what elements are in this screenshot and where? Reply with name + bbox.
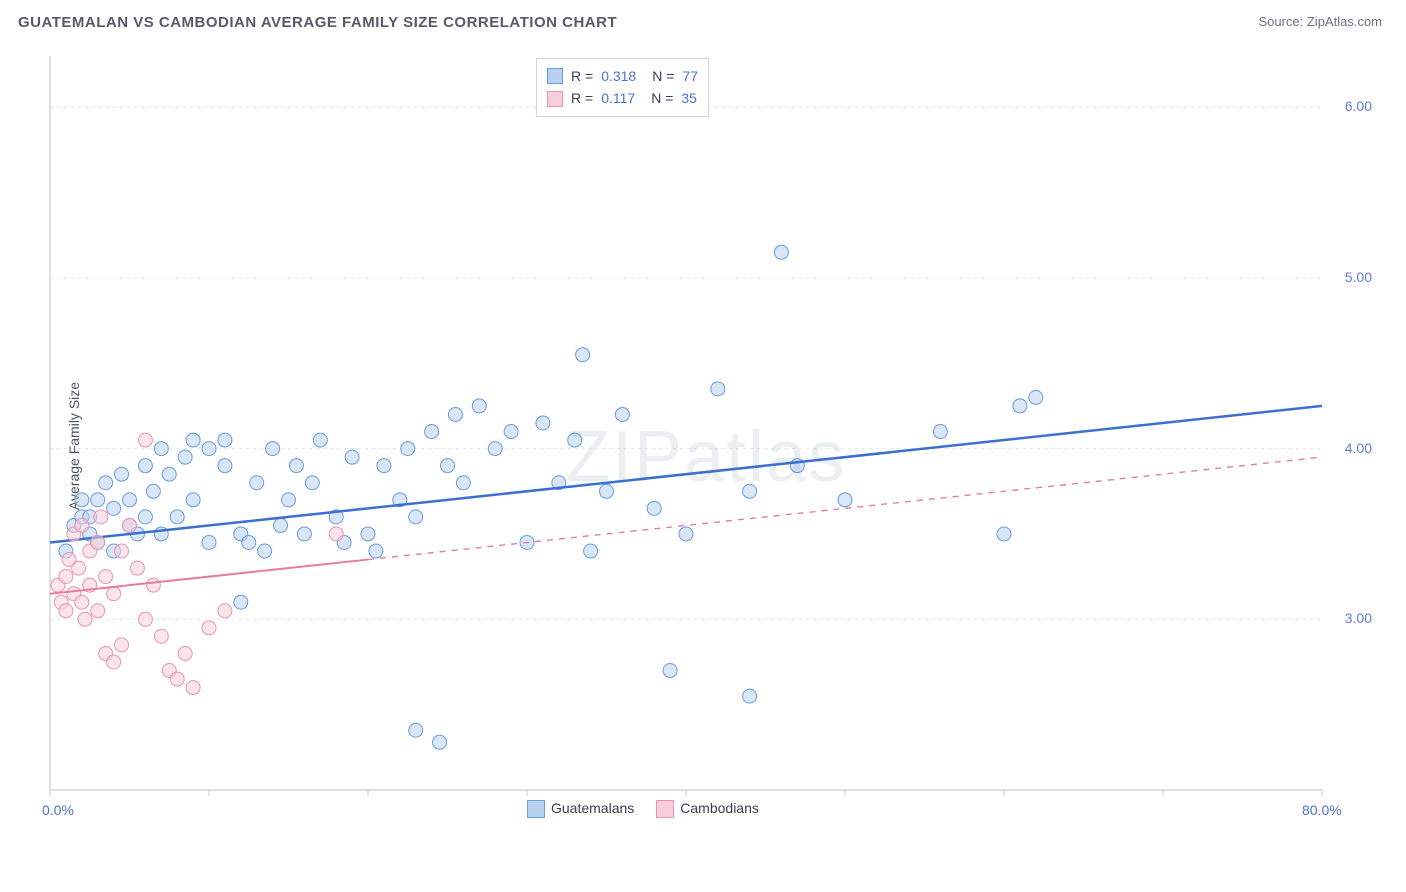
source-label: Source: ZipAtlas.com xyxy=(1258,14,1382,29)
legend-item: Cambodians xyxy=(656,800,759,818)
stats-legend-row: R =0.117 N =35 xyxy=(547,87,698,109)
series-legend: Guatemalans Cambodians xyxy=(527,800,759,818)
x-axis-min-label: 0.0% xyxy=(42,802,74,818)
stats-legend-row: R =0.318 N =77 xyxy=(547,65,698,87)
y-tick-label: 5.00 xyxy=(1332,269,1372,285)
stats-legend: R =0.318 N =77 R =0.117 N =35 xyxy=(536,58,709,117)
y-tick-label: 6.00 xyxy=(1332,98,1372,114)
legend-item: Guatemalans xyxy=(527,800,634,818)
chart-title: GUATEMALAN VS CAMBODIAN AVERAGE FAMILY S… xyxy=(18,14,617,31)
x-axis-max-label: 80.0% xyxy=(1302,802,1342,818)
chart-area: ZIPatlas R =0.318 N =77 R =0.117 N =35 G… xyxy=(46,46,1382,826)
scatter-plot xyxy=(46,46,1382,826)
y-tick-label: 4.00 xyxy=(1332,440,1372,456)
y-tick-label: 3.00 xyxy=(1332,610,1372,626)
